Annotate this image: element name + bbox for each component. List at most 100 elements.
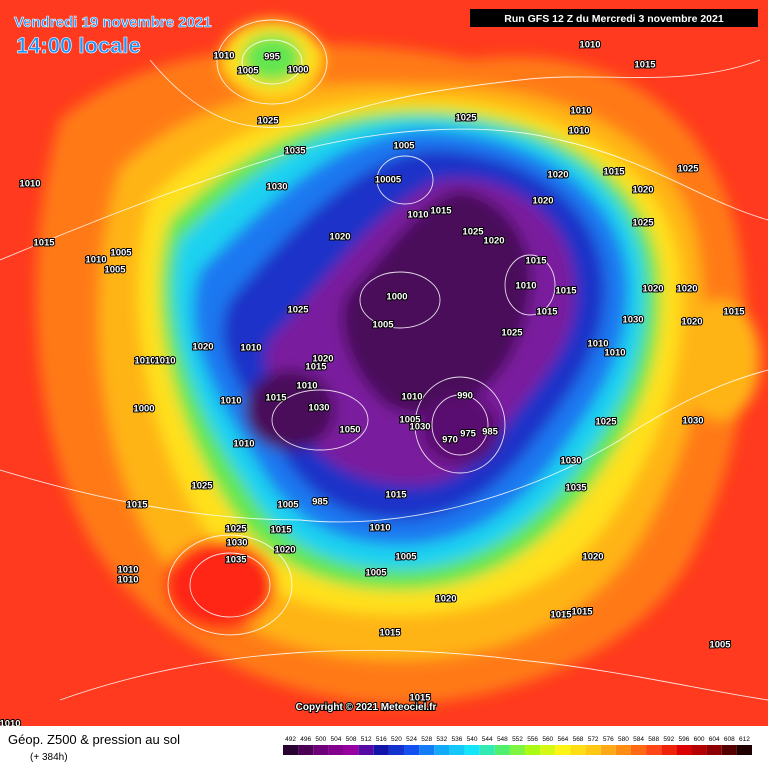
isobar-label: 1010 xyxy=(19,179,40,190)
isobar-label: 1025 xyxy=(501,328,523,339)
isobar-label: 1020 xyxy=(642,284,663,295)
forecast-date: Vendredi 19 novembre 2021 xyxy=(14,14,212,31)
scale-cell xyxy=(419,745,435,755)
isobar-label: 1000 xyxy=(133,404,154,415)
isobar-label: 1030 xyxy=(622,315,643,326)
scale-label: 508 xyxy=(346,736,357,743)
scale-label: 544 xyxy=(482,736,493,743)
isobar-label: 1025 xyxy=(225,524,247,535)
isobar-label: 1015 xyxy=(33,238,55,249)
scale-cell xyxy=(736,745,752,755)
scale-cell xyxy=(555,745,571,755)
scale-cell xyxy=(373,745,389,755)
isobar-label: 985 xyxy=(312,497,329,508)
scale-label: 596 xyxy=(678,736,689,743)
scale-label: 516 xyxy=(376,736,387,743)
isobar-label: 970 xyxy=(442,435,458,446)
scale-cell xyxy=(676,745,692,755)
isobar-label: 990 xyxy=(457,391,473,402)
isobar-label: 1025 xyxy=(191,481,213,492)
isobar-label: 1020 xyxy=(532,196,553,207)
isobar-label: 1010 xyxy=(570,106,591,117)
isobar-label: 1030 xyxy=(560,456,581,467)
isobar-label: 1000 xyxy=(287,65,308,76)
isobar-label: 1030 xyxy=(682,416,703,427)
isobar-label: 1010 xyxy=(220,396,241,407)
scale-cell xyxy=(343,745,359,755)
scale-cell xyxy=(464,745,480,755)
scale-cell xyxy=(630,745,647,755)
isobar-label: 1010 xyxy=(233,439,254,450)
isobar-label: 1005 xyxy=(277,500,299,511)
isobar-label: 1015 xyxy=(265,393,287,404)
scale-label: 500 xyxy=(315,736,326,743)
isobar-label: 1025 xyxy=(632,218,654,229)
isobar-label: 1025 xyxy=(595,417,617,428)
scale-label: 588 xyxy=(648,736,659,743)
isobar-label: 1025 xyxy=(462,227,484,238)
scale-label: 600 xyxy=(694,736,705,743)
color-scale: 492 496 500 504 508 512 516 520 524 528 532 536 540 5… xyxy=(283,736,752,755)
isobar-label: 975 xyxy=(460,429,477,440)
isobar-label: 1010 xyxy=(154,356,175,367)
isobar-label: 1015 xyxy=(634,60,656,71)
isobar-label: 1030 xyxy=(266,182,287,193)
isobar-label: 1010 xyxy=(401,392,422,403)
scale-label: 592 xyxy=(663,736,674,743)
isobar-label: 1005 xyxy=(372,320,394,331)
isobar-label: 1010 xyxy=(369,523,390,534)
scale-label: 540 xyxy=(467,736,478,743)
isobar-label: 1010 xyxy=(515,281,536,292)
isobar-label: 1010 xyxy=(240,343,261,354)
isobar-label: 1020 xyxy=(582,552,603,563)
footer-lead: (+ 384h) xyxy=(30,752,68,763)
scale-cell xyxy=(525,745,541,755)
scale-cell xyxy=(449,745,465,755)
isobar-label: 1015 xyxy=(525,256,547,267)
scale-cell xyxy=(388,745,405,755)
scale-cell xyxy=(404,745,420,755)
isobar-label: 1020 xyxy=(547,170,568,181)
isobar-label: 1005 xyxy=(110,248,132,259)
isobar-label: 1015 xyxy=(571,607,593,618)
scale-label: 524 xyxy=(406,736,417,743)
isobar-label: 1030 xyxy=(308,403,329,414)
isobar-label: 1015 xyxy=(126,500,148,511)
isobar-label: 1020 xyxy=(274,545,295,556)
isobar-label: 1020 xyxy=(312,354,333,365)
scale-cell xyxy=(494,745,510,755)
isobar-label: 1020 xyxy=(676,284,697,295)
scale-cell xyxy=(585,745,601,755)
isobar-label: 1015 xyxy=(385,490,407,501)
run-info: Run GFS 12 Z du Mercredi 3 novembre 2021 xyxy=(504,13,724,25)
isobar-label: 1015 xyxy=(550,610,572,621)
scale-label: 520 xyxy=(391,736,402,743)
scale-label: 512 xyxy=(361,736,372,743)
isobar-label: 1020 xyxy=(435,594,456,605)
scale-label: 496 xyxy=(300,736,311,743)
scale-cell xyxy=(540,745,556,755)
scale-cell xyxy=(298,745,314,755)
scale-label: 504 xyxy=(331,736,342,743)
scale-cell xyxy=(691,745,707,755)
scale-label: 532 xyxy=(436,736,447,743)
isobar-label: 1025 xyxy=(455,113,477,124)
scale-cell xyxy=(328,745,344,755)
isobar-label: 1010 xyxy=(117,575,138,586)
scale-label: 580 xyxy=(618,736,629,743)
isobar-label: 1015 xyxy=(409,693,431,704)
scale-label: 548 xyxy=(497,736,508,743)
scale-label: 584 xyxy=(633,736,644,743)
scale-cell xyxy=(509,745,526,755)
isobar-label: 1005 xyxy=(393,141,415,152)
isobar-label: 1010 xyxy=(213,51,234,62)
isobar-label: 1030 xyxy=(409,422,430,433)
scale-label: 604 xyxy=(709,736,720,743)
scale-label: 564 xyxy=(557,736,568,743)
scale-cell xyxy=(600,745,616,755)
isobar-label: 1035 xyxy=(565,483,587,494)
isobar-label: 1015 xyxy=(305,362,327,373)
scale-cell xyxy=(479,745,495,755)
isobar-label: 1005 xyxy=(237,66,259,77)
